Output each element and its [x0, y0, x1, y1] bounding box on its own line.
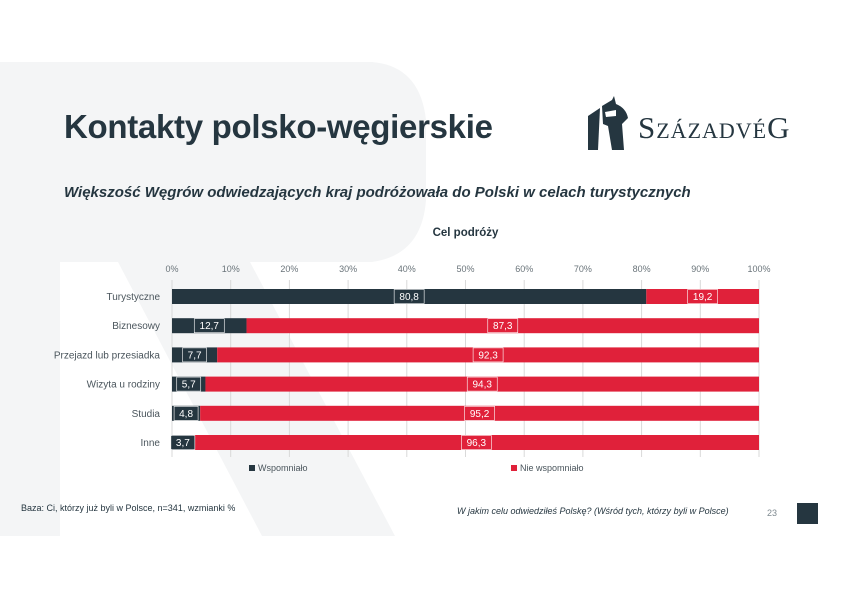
data-label-wspomnialo: 3,7	[176, 438, 190, 449]
category-label: Studia	[132, 409, 161, 420]
logo-text: SzázadvéG	[638, 110, 791, 145]
data-label-box	[464, 405, 495, 421]
data-label-box	[487, 318, 519, 334]
data-label-nie-wspomnialo: 94,3	[472, 380, 492, 391]
data-label-wspomnialo: 12,7	[200, 321, 220, 332]
data-label-nie-wspomnialo: 96,3	[467, 438, 487, 449]
page-corner-box	[797, 503, 818, 524]
stacked-bar-chart: Cel podróży 0% 10% 20% 30% 40% 50% 60% 70% 80% 90%…	[54, 227, 771, 473]
x-tick-label: 30%	[339, 264, 357, 274]
logo: SzázadvéG	[586, 96, 826, 156]
data-label-nie-wspomnialo: 95,2	[470, 409, 490, 420]
x-tick-label: 50%	[456, 264, 474, 274]
data-label-wspomnialo: 5,7	[182, 380, 196, 391]
data-label-box	[173, 405, 199, 421]
data-label-box	[466, 376, 498, 392]
data-label-box	[472, 347, 504, 363]
data-label-box	[687, 289, 718, 304]
category-label: Wizyta u rodziny	[87, 380, 160, 391]
data-label-wspomnialo: 80,8	[399, 292, 419, 303]
category-label: Turystyczne	[106, 292, 160, 303]
x-tick-label: 70%	[574, 264, 592, 274]
x-tick-label: 60%	[515, 264, 533, 274]
data-label-box	[176, 376, 202, 392]
data-label-box	[393, 289, 425, 304]
data-label-box	[182, 347, 207, 363]
slide: Kontakty polsko-węgierskie SzázadvéG Wię…	[0, 62, 826, 536]
page-number: 23	[767, 508, 778, 518]
legend-swatch	[249, 465, 255, 471]
x-tick-label: 90%	[691, 264, 709, 274]
category-label: Przejazd lub przesiadka	[54, 350, 161, 361]
data-label-wspomnialo: 7,7	[188, 350, 202, 361]
x-tick-label: 0%	[165, 264, 178, 274]
question-note: W jakim celu odwiedziłeś Polskę? (Wśród …	[457, 506, 729, 516]
x-tick-label: 20%	[280, 264, 298, 274]
data-label-box	[461, 435, 492, 450]
data-label-nie-wspomnialo: 87,3	[493, 321, 513, 332]
data-label-wspomnialo: 4,8	[179, 409, 193, 420]
x-tick-label: 40%	[398, 264, 416, 274]
category-label: Biznesowy	[112, 321, 160, 332]
data-label-nie-wspomnialo: 19,2	[693, 292, 713, 303]
chart-title: Cel podróży	[433, 227, 499, 239]
knight-helmet-icon	[588, 96, 628, 150]
base-note: Baza: Ci, którzy już byli w Polsce, n=34…	[21, 503, 236, 513]
legend-label: Wspomniało	[258, 463, 308, 473]
legend-label: Nie wspomniało	[520, 463, 584, 473]
data-label-box	[170, 435, 196, 450]
data-label-box	[193, 318, 225, 334]
category-label: Inne	[141, 438, 161, 449]
subtitle: Większość Węgrów odwiedzających kraj pod…	[64, 184, 691, 201]
legend-swatch	[511, 465, 517, 471]
x-tick-label: 80%	[633, 264, 651, 274]
data-label-nie-wspomnialo: 92,3	[478, 350, 498, 361]
x-tick-label: 100%	[747, 264, 770, 274]
x-tick-label: 10%	[222, 264, 240, 274]
page-title: Kontakty polsko-węgierskie	[64, 108, 493, 145]
